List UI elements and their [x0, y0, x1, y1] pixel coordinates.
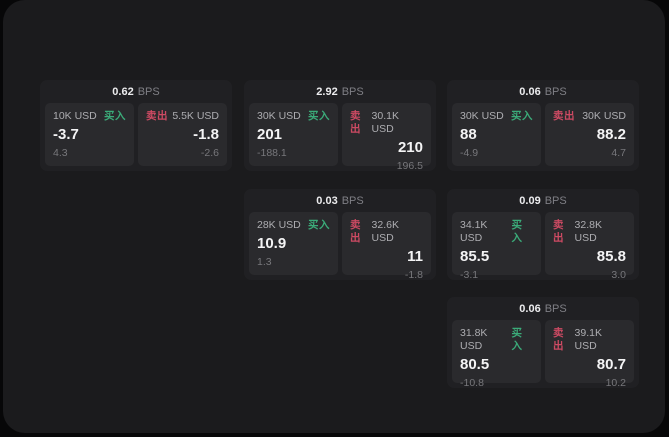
sell-label: 卖出 — [553, 110, 575, 122]
sell-size: 32.6K USD — [371, 219, 399, 244]
sell-quote-panel[interactable]: 卖出 32.8K USD 85.8 3.0 — [545, 212, 634, 280]
sell-quote-panel[interactable]: 卖出 32.6K USD 11 -1.8 — [342, 212, 431, 280]
spread-value: 0.62 — [112, 85, 134, 98]
sell-size: 39.1K USD — [574, 327, 602, 352]
spread-header: 0.09 BPS — [447, 189, 639, 212]
sell-size: 5.5K USD — [172, 110, 219, 122]
spread-header: 2.92 BPS — [244, 80, 436, 103]
buy-quote-panel[interactable]: 34.1K USD 买入 85.5 -3.1 — [452, 212, 541, 280]
sell-sub-value: 196.5 — [396, 160, 423, 171]
buy-sub-value: 4.3 — [53, 147, 68, 159]
spread-unit: BPS — [544, 302, 567, 315]
buy-label: 买入 — [104, 110, 126, 122]
sell-price: 80.7 — [596, 356, 626, 373]
buy-quote-panel[interactable]: 31.8K USD 买入 80.5 -10.8 — [452, 320, 541, 388]
spread-unit: BPS — [341, 85, 364, 98]
sell-price: 85.8 — [596, 248, 626, 265]
buy-sub-value: -4.9 — [460, 147, 479, 159]
sell-price: 11 — [407, 248, 423, 265]
sell-size: 30K USD — [582, 110, 626, 122]
sell-price: 210 — [397, 139, 423, 156]
buy-label: 买入 — [308, 110, 330, 122]
buy-price: -3.7 — [53, 126, 79, 143]
buy-label: 买入 — [511, 110, 533, 122]
buy-sub-value: -188.1 — [257, 147, 287, 159]
buy-label: 买入 — [308, 219, 330, 231]
sell-quote-panel[interactable]: 卖出 30K USD 88.2 4.7 — [545, 103, 634, 166]
buy-price: 201 — [257, 126, 283, 143]
spread-value: 0.09 — [519, 194, 541, 207]
sell-label: 卖出 — [553, 219, 564, 244]
sell-label: 卖出 — [146, 110, 168, 122]
sell-sub-value: 3.0 — [611, 269, 626, 280]
buy-sub-value: -10.8 — [460, 377, 484, 388]
buy-size: 30K USD — [460, 110, 504, 122]
sell-sub-value: 4.7 — [611, 147, 626, 159]
buy-price: 88 — [460, 126, 477, 143]
spread-unit: BPS — [341, 194, 364, 207]
quote-card: 2.92 BPS 30K USD 买入 201 -188.1 卖出 30.1K … — [244, 80, 436, 171]
spread-unit: BPS — [137, 85, 160, 98]
buy-price: 10.9 — [257, 235, 287, 252]
sell-sub-value: -1.8 — [404, 269, 423, 280]
buy-size: 31.8K USD — [460, 327, 488, 352]
sell-label: 卖出 — [553, 327, 564, 352]
buy-label: 买入 — [511, 327, 523, 352]
buy-size: 10K USD — [53, 110, 97, 122]
sell-sub-value: 10.2 — [605, 377, 626, 388]
sell-price: 88.2 — [596, 126, 626, 143]
spread-unit: BPS — [544, 85, 567, 98]
spread-value: 2.92 — [316, 85, 338, 98]
sell-quote-panel[interactable]: 卖出 39.1K USD 80.7 10.2 — [545, 320, 634, 388]
buy-price: 80.5 — [460, 356, 490, 373]
spread-value: 0.06 — [519, 302, 541, 315]
buy-quote-panel[interactable]: 10K USD 买入 -3.7 4.3 — [45, 103, 134, 166]
spread-value: 0.03 — [316, 194, 338, 207]
sell-quote-panel[interactable]: 卖出 30.1K USD 210 196.5 — [342, 103, 431, 171]
quote-card: 0.03 BPS 28K USD 买入 10.9 1.3 卖出 32.6K US… — [244, 189, 436, 280]
spread-value: 0.06 — [519, 85, 541, 98]
quotes-board: 0.62 BPS 10K USD 买入 -3.7 4.3 卖出 5.5K USD… — [3, 0, 665, 433]
quote-card: 0.06 BPS 31.8K USD 买入 80.5 -10.8 卖出 39.1… — [447, 297, 639, 388]
buy-size: 34.1K USD — [460, 219, 488, 244]
sell-label: 卖出 — [350, 219, 361, 244]
buy-price: 85.5 — [460, 248, 490, 265]
sell-price: -1.8 — [193, 126, 219, 143]
spread-header: 0.06 BPS — [447, 80, 639, 103]
sell-sub-value: -2.6 — [200, 147, 219, 159]
buy-sub-value: -3.1 — [460, 269, 479, 280]
quote-card: 0.62 BPS 10K USD 买入 -3.7 4.3 卖出 5.5K USD… — [40, 80, 232, 171]
sell-size: 30.1K USD — [371, 110, 399, 135]
spread-header: 0.06 BPS — [447, 297, 639, 320]
buy-quote-panel[interactable]: 28K USD 买入 10.9 1.3 — [249, 212, 338, 275]
quote-card: 0.06 BPS 30K USD 买入 88 -4.9 卖出 30K USD 8… — [447, 80, 639, 171]
buy-label: 买入 — [511, 219, 523, 244]
spread-header: 0.03 BPS — [244, 189, 436, 212]
sell-label: 卖出 — [350, 110, 361, 135]
buy-sub-value: 1.3 — [257, 256, 272, 268]
spread-header: 0.62 BPS — [40, 80, 232, 103]
quote-card: 0.09 BPS 34.1K USD 买入 85.5 -3.1 卖出 32.8K… — [447, 189, 639, 280]
buy-quote-panel[interactable]: 30K USD 买入 201 -188.1 — [249, 103, 338, 166]
sell-size: 32.8K USD — [574, 219, 602, 244]
spread-unit: BPS — [544, 194, 567, 207]
buy-size: 30K USD — [257, 110, 301, 122]
buy-size: 28K USD — [257, 219, 301, 231]
sell-quote-panel[interactable]: 卖出 5.5K USD -1.8 -2.6 — [138, 103, 227, 166]
buy-quote-panel[interactable]: 30K USD 买入 88 -4.9 — [452, 103, 541, 166]
